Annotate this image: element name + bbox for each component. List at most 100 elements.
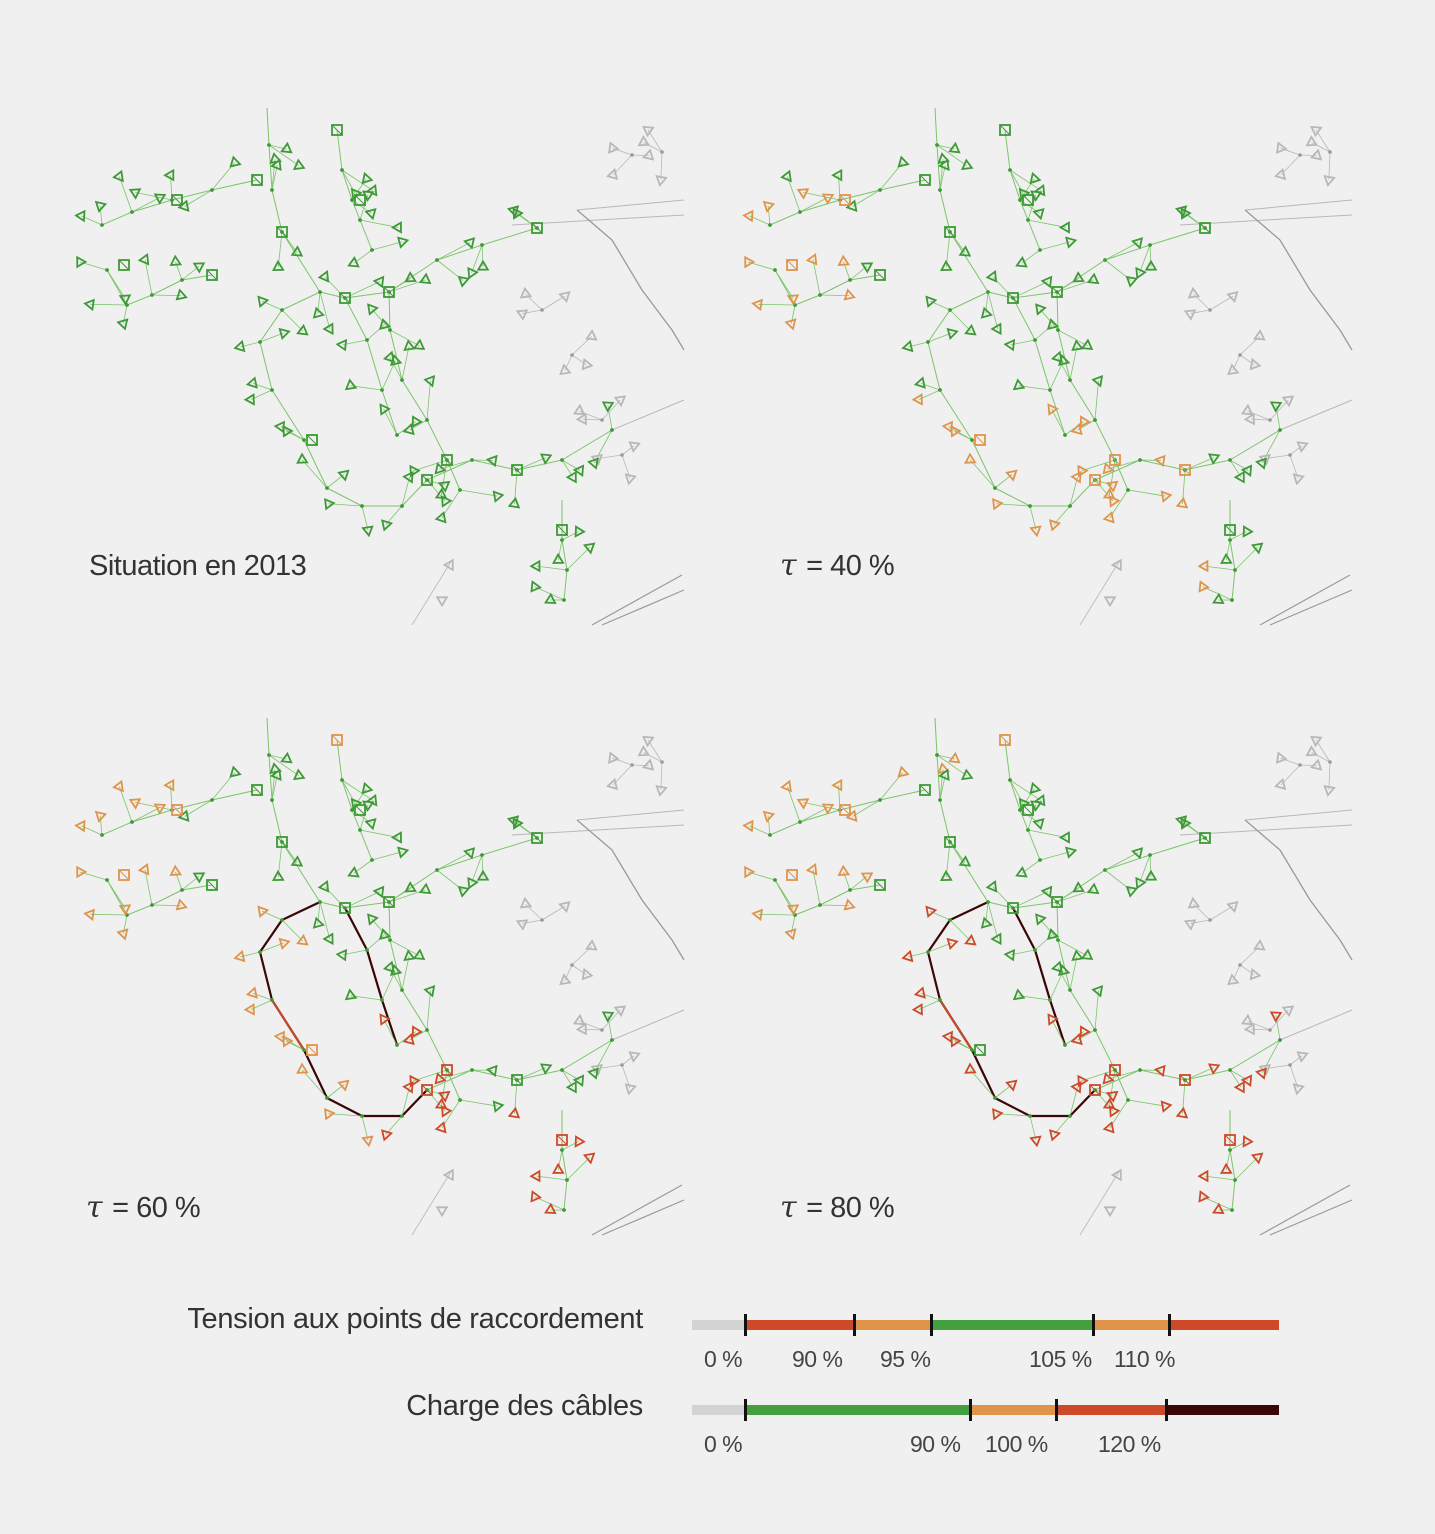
cable [939,389,973,441]
cable [647,739,663,763]
cable [769,821,801,836]
substation-mark [1179,1074,1191,1086]
cable [949,841,989,903]
cable [1069,956,1078,991]
cable [934,717,938,756]
connection-point [860,262,874,274]
connection-point [1102,1072,1115,1085]
connection-point [1211,592,1225,604]
scale-tick [930,1314,933,1336]
substation-mark [1007,902,1019,914]
connection-point [628,441,641,453]
junction [1278,428,1282,432]
cable [303,439,328,489]
substation-mark [974,434,986,446]
cable [1234,546,1259,571]
connection-point [897,155,910,168]
cable [1056,901,1059,941]
substation-node [1199,222,1211,234]
cable [1279,239,1311,291]
connection-point [901,339,914,353]
connection-point [1035,913,1047,926]
nodes-layer [742,124,1336,608]
junction [1148,853,1152,857]
connection-point [941,420,954,434]
substation-node [1022,804,1034,816]
connection-point [1091,985,1104,998]
connection-point [269,152,282,164]
cable [1029,505,1037,531]
network-map-tau-80: τ = 80 % [740,670,1360,1240]
junction [1148,243,1152,247]
cable [1229,1039,1281,1071]
junction [1278,1038,1282,1042]
cable [436,242,471,261]
connection-point [1005,469,1018,482]
substation-mark [839,804,851,816]
junction [565,1178,569,1182]
connection-point [762,200,776,213]
scale-segment [1166,1405,1279,1415]
cable [1051,1019,1066,1046]
cable [1056,291,1059,331]
cable [566,546,591,571]
connection-point [574,1135,586,1148]
junction [425,418,429,422]
connection-point [1292,473,1305,486]
cable [612,764,633,786]
junction [970,438,974,442]
cable [90,913,128,916]
junction [1230,598,1234,602]
junction [150,903,154,907]
cable [758,913,796,916]
cable [1039,851,1071,861]
junction [280,308,284,312]
substation-node [999,734,1011,746]
cable [1311,142,1331,153]
junction [1230,1208,1234,1212]
connection-point [1048,519,1062,532]
cable [1127,1099,1166,1107]
connection-point [1153,454,1166,468]
connection-point [1040,885,1053,899]
junction [620,1063,624,1067]
connection-point [1110,558,1122,572]
junction [400,378,404,382]
connection-point [582,1152,596,1165]
connection-point [434,1072,447,1085]
cable [341,779,353,811]
cable [106,269,126,299]
substation-mark [354,194,366,206]
junction [350,808,354,812]
connection-point [435,596,449,608]
junction [105,878,109,882]
cable [359,219,373,251]
scale-tick [1165,1399,1168,1421]
cable [259,341,273,391]
substation-mark [421,474,433,486]
cable [671,329,685,351]
scale-tick-label: 120 % [1098,1431,1161,1457]
substation-node [874,269,886,281]
cable [1048,999,1067,1046]
connection-point [551,552,565,564]
connection-point [1058,221,1070,234]
cable [1209,295,1234,311]
cable [1004,129,1011,171]
junction [562,598,566,602]
substation-node [354,194,366,206]
connection-point [1086,882,1100,895]
cable [1034,934,1053,951]
connection-point [1131,847,1144,860]
connection-point [1233,470,1245,484]
junction [280,918,284,922]
cable [987,291,999,330]
substation-node [1109,454,1121,466]
connection-point [607,141,620,154]
connection-point [335,948,348,962]
junction [562,1208,566,1212]
connection-point [1072,271,1085,283]
junction [1033,948,1037,952]
substation-mark [441,454,453,466]
cable [365,949,384,1001]
